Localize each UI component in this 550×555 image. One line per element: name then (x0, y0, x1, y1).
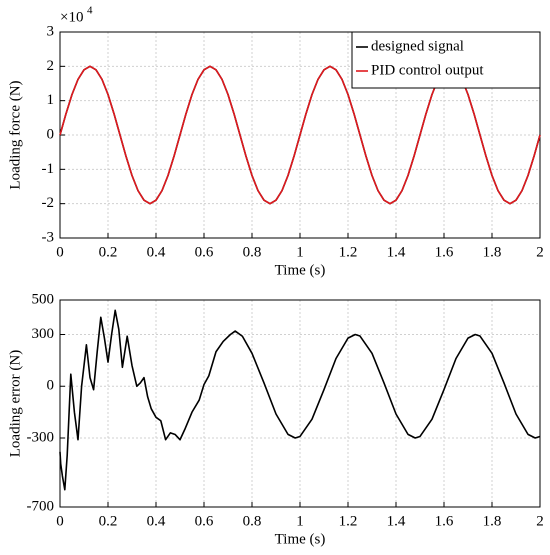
x-tick-label: 1.2 (339, 513, 358, 529)
y-scale-base: ×10 (60, 9, 83, 25)
y-tick-label: 1 (47, 92, 55, 108)
x-tick-label: 1.2 (339, 244, 358, 260)
x-tick-label: 0.2 (99, 244, 118, 260)
x-tick-label: 0 (56, 513, 64, 529)
y-tick-label: -1 (42, 161, 55, 177)
y-tick-label: -2 (42, 195, 55, 211)
x-axis-label: Time (s) (275, 531, 326, 547)
x-tick-label: 0.2 (99, 513, 118, 529)
y-tick-label: -300 (27, 429, 55, 445)
y-tick-label: -700 (27, 498, 55, 514)
x-tick-label: 1.6 (435, 513, 454, 529)
x-tick-label: 1.6 (435, 244, 454, 260)
data-line (59, 309, 541, 491)
x-tick-label: 2 (536, 513, 544, 529)
x-tick-label: 0.6 (195, 244, 214, 260)
y-tick-label: -3 (42, 229, 55, 245)
x-tick-label: 1 (296, 513, 304, 529)
x-tick-label: 0.4 (147, 244, 166, 260)
y-tick-label: 2 (47, 58, 55, 74)
y-scale-exponent: 4 (87, 5, 93, 17)
legend-label: designed signal (371, 38, 464, 54)
x-tick-label: 1.8 (483, 513, 502, 529)
y-tick-label: 0 (47, 378, 55, 394)
y-tick-label: 500 (32, 291, 55, 307)
x-axis-label: Time (s) (275, 262, 326, 278)
x-tick-label: 1 (296, 244, 304, 260)
x-tick-label: 0.8 (243, 244, 262, 260)
legend-box (351, 31, 541, 89)
x-tick-label: 0 (56, 244, 64, 260)
x-tick-label: 0.4 (147, 513, 166, 529)
x-tick-label: 2 (536, 244, 544, 260)
x-tick-label: 1.8 (483, 244, 502, 260)
y-tick-label: 3 (47, 23, 55, 39)
x-tick-label: 0.6 (195, 513, 214, 529)
y-axis-label: Loading force (N) (7, 80, 23, 189)
x-tick-label: 0.8 (243, 513, 262, 529)
y-tick-label: 0 (47, 126, 55, 142)
y-tick-label: 300 (32, 326, 55, 342)
legend-label: PID control output (371, 62, 484, 78)
axes-box (59, 299, 541, 508)
y-axis-label: Loading error (N) (7, 350, 23, 457)
x-tick-label: 1.4 (387, 513, 406, 529)
x-tick-label: 1.4 (387, 244, 406, 260)
